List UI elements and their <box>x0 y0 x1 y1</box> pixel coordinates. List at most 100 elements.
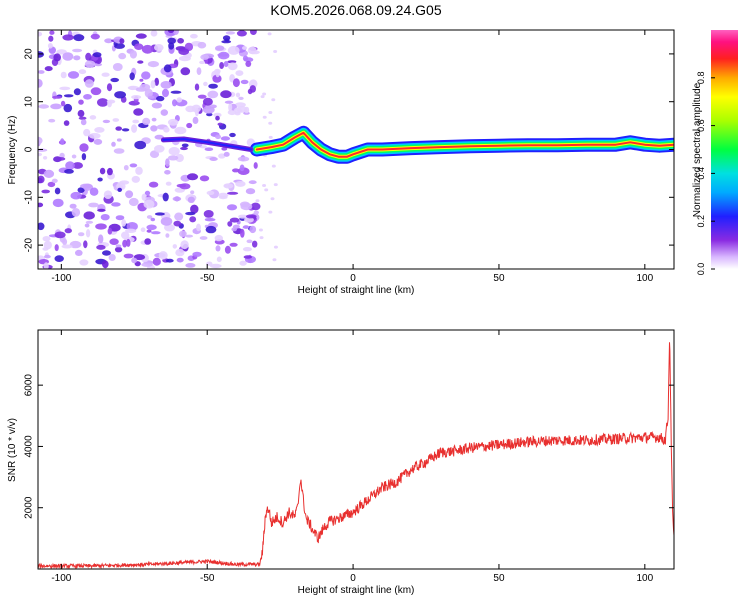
noise-blob <box>38 152 43 157</box>
noise-blob <box>179 230 187 237</box>
noise-blob <box>167 37 176 44</box>
noise-blob <box>190 204 199 214</box>
noise-blob <box>273 245 278 249</box>
noise-blob <box>107 100 112 108</box>
noise-blob <box>224 100 234 104</box>
noise-blob <box>247 46 257 55</box>
noise-blob <box>83 94 92 100</box>
noise-blob <box>224 38 230 43</box>
noise-blob <box>259 236 264 240</box>
noise-blob <box>154 212 165 216</box>
noise-blob <box>206 190 215 196</box>
noise-blob <box>97 208 106 212</box>
x-tick-label: -100 <box>51 573 71 584</box>
noise-blob <box>48 35 54 42</box>
noise-blob <box>267 32 272 36</box>
noise-blob <box>108 254 116 261</box>
noise-blob <box>218 153 226 159</box>
noise-blob <box>260 95 265 99</box>
noise-blob <box>53 53 61 62</box>
noise-blob <box>96 244 106 250</box>
noise-blob <box>180 240 189 250</box>
noise-blob <box>118 52 127 60</box>
noise-blob <box>115 244 122 248</box>
noise-blob <box>192 251 202 257</box>
noise-blob <box>190 190 195 195</box>
noise-blob <box>215 45 225 51</box>
noise-blob <box>199 60 206 65</box>
noise-blob <box>38 78 43 88</box>
noise-blob <box>168 30 174 33</box>
noise-blob <box>196 223 201 232</box>
noise-blob <box>94 126 105 133</box>
noise-blob <box>253 210 259 215</box>
noise-blob <box>185 234 194 238</box>
noise-blob <box>268 110 273 114</box>
noise-blob <box>81 153 87 161</box>
noise-blob <box>113 148 125 154</box>
noise-blob <box>205 225 217 234</box>
noise-blob <box>246 239 253 244</box>
noise-blob <box>150 125 158 132</box>
snr-panel: -100 -50 0 50 100 2000 4000 6000 Height of str… <box>7 329 675 596</box>
y-tick-label: 0 <box>24 146 35 152</box>
noise-blob <box>38 175 45 184</box>
noise-blob <box>88 202 99 208</box>
noise-blob <box>229 217 240 223</box>
snr-frame <box>37 329 675 570</box>
noise-blob <box>173 220 182 227</box>
noise-blob <box>147 61 159 68</box>
noise-blob <box>101 72 110 77</box>
noise-blob <box>270 197 275 201</box>
noise-blob <box>227 191 239 195</box>
noise-blob <box>44 254 51 259</box>
noise-blob <box>252 240 258 248</box>
noise-blob <box>248 180 257 185</box>
noise-blob <box>154 145 165 153</box>
noise-blob <box>273 183 278 187</box>
noise-blob <box>176 183 186 188</box>
noise-blob <box>56 49 67 55</box>
noise-blob <box>140 227 146 232</box>
noise-blob <box>133 108 144 116</box>
noise-blob <box>98 234 104 244</box>
noise-blob <box>79 143 89 152</box>
noise-blob <box>135 33 147 39</box>
noise-blob <box>83 128 91 137</box>
noise-blob <box>192 116 199 124</box>
noise-blob <box>38 70 45 74</box>
noise-blob <box>273 49 278 53</box>
noise-blob <box>78 69 87 75</box>
noise-blob <box>262 92 267 96</box>
noise-blob <box>146 224 157 231</box>
colorbar-tick-label: 0.2 <box>696 215 706 228</box>
noise-blob <box>170 90 182 94</box>
noise-blob <box>125 228 137 233</box>
noise-blob <box>218 51 230 60</box>
noise-blob <box>62 34 74 41</box>
y-tick-label: -20 <box>24 237 35 252</box>
snr-series-line <box>38 342 674 569</box>
noise-blob <box>148 95 155 99</box>
noise-blob <box>164 213 171 218</box>
noise-blob <box>207 90 219 99</box>
noise-blob <box>60 138 65 145</box>
noise-blob <box>227 221 233 227</box>
x-tick-label: 0 <box>350 573 356 584</box>
noise-blob <box>232 168 240 173</box>
y-tick-label: -10 <box>24 190 35 205</box>
noise-blob <box>187 196 195 203</box>
x-tick-label: 100 <box>636 573 653 584</box>
noise-blob <box>60 100 66 107</box>
noise-blob <box>164 170 171 175</box>
noise-blob <box>186 173 199 181</box>
noise-blob <box>238 214 248 219</box>
noise-blob <box>62 52 74 61</box>
noise-blob <box>220 90 232 99</box>
noise-blob <box>242 55 249 62</box>
noise-blob <box>60 71 67 79</box>
noise-blob <box>89 132 101 139</box>
noise-blob <box>173 30 179 35</box>
noise-blob <box>247 88 253 95</box>
